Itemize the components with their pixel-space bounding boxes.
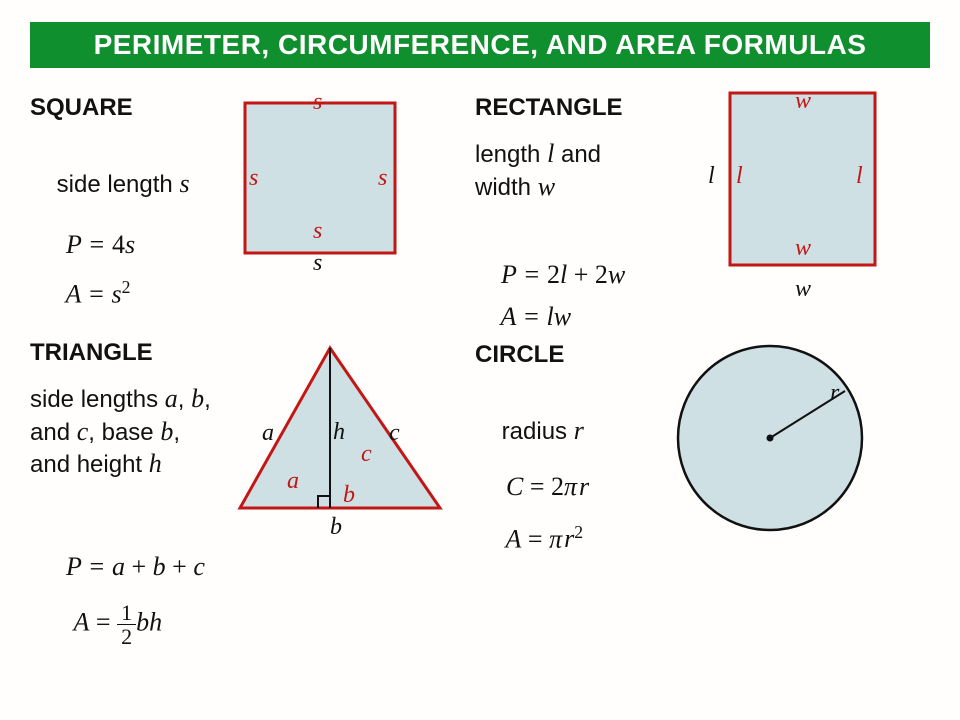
tri-A-h: h [149, 607, 162, 636]
tri-p-p2: + [166, 552, 194, 581]
tri-A-num: 1 [117, 601, 136, 624]
tri-subtitle: side lengths a, b, and c, base b, and he… [30, 383, 240, 481]
tri-s2b: , base [88, 419, 160, 446]
tri-c-in: c [361, 441, 372, 468]
rect-w-bot: w [795, 235, 811, 262]
content-area: SQUARE side length s P = 4s A = s2 s s s… [30, 78, 930, 710]
tri-s1v2: b [191, 384, 204, 413]
square-A-prefix: A = s [66, 279, 122, 308]
rect-P-2b: 2 [595, 260, 608, 289]
circle-A-r: r [562, 524, 574, 553]
rect-A-pre: A = [501, 302, 547, 331]
tri-s3v: h [149, 449, 162, 478]
rect-A-l: l [547, 302, 554, 331]
rect-l-outer: l [708, 163, 715, 190]
tri-a-out: a [262, 420, 274, 447]
tri-s1c: , [204, 386, 211, 413]
tri-A-den: 2 [117, 624, 136, 648]
square-label-right: s [378, 165, 387, 192]
square-label-bottom-in: s [313, 218, 322, 245]
rect-heading: RECTANGLE [475, 93, 623, 123]
tri-b-out: b [330, 514, 342, 541]
square-label-bottom-out: s [313, 250, 322, 277]
circle-A: A [506, 524, 522, 553]
circle-area: A = πr2 [480, 488, 583, 588]
rect-subtitle: length l and width w [475, 138, 665, 203]
tri-p-c: c [193, 552, 205, 581]
square-A-exp: 2 [122, 277, 131, 297]
rect-sub-1a: length [475, 141, 547, 168]
rect-w-top: w [795, 88, 811, 115]
square-subtitle-var: s [179, 169, 189, 198]
tri-s2c: , [173, 419, 180, 446]
tri-A-b: b [136, 607, 149, 636]
tri-s3a: and height [30, 451, 149, 478]
tri-s1a: side lengths [30, 386, 165, 413]
tri-a-in: a [287, 468, 299, 495]
tri-s1b: , [178, 386, 191, 413]
square-area: A = s2 [40, 243, 130, 343]
title-bar: PERIMETER, CIRCUMFERENCE, AND AREA FORMU… [30, 22, 930, 68]
rect-w-outer: w [795, 276, 811, 303]
tri-A: A [74, 607, 90, 636]
square-subtitle-prefix: side length [57, 171, 180, 198]
square-heading: SQUARE [30, 93, 133, 123]
circle-A-pi: π [549, 524, 562, 553]
tri-area: A = 12bh [48, 568, 162, 680]
tri-s1v1: a [165, 384, 178, 413]
circle-A-eq: = [521, 524, 549, 553]
tri-s2v2: b [160, 417, 173, 446]
tri-h: h [333, 419, 345, 446]
rect-P-w: w [608, 260, 625, 289]
square-label-top: s [313, 89, 322, 116]
rect-l-right-in: l [856, 163, 863, 190]
circle-heading: CIRCLE [475, 340, 564, 370]
page-title: PERIMETER, CIRCUMFERENCE, AND AREA FORMU… [94, 29, 867, 61]
circle-r-label: r [830, 380, 839, 407]
tri-b-in: b [343, 482, 355, 509]
rect-A-w: w [554, 302, 571, 331]
square-label-left: s [249, 165, 258, 192]
rect-P-plus: + [567, 260, 595, 289]
tri-heading: TRIANGLE [30, 338, 153, 368]
tri-A-eq: = [89, 607, 117, 636]
rect-sub-1b: and [554, 141, 601, 168]
rect-sub-2a: width [475, 174, 538, 201]
rect-sub-w: w [538, 172, 555, 201]
tri-c-out: c [389, 420, 400, 447]
tri-s2a: and [30, 419, 77, 446]
tri-s2v1: c [77, 417, 89, 446]
circle-shape [655, 333, 885, 543]
circle-A-exp: 2 [574, 522, 583, 542]
rect-l-left-in: l [736, 163, 743, 190]
